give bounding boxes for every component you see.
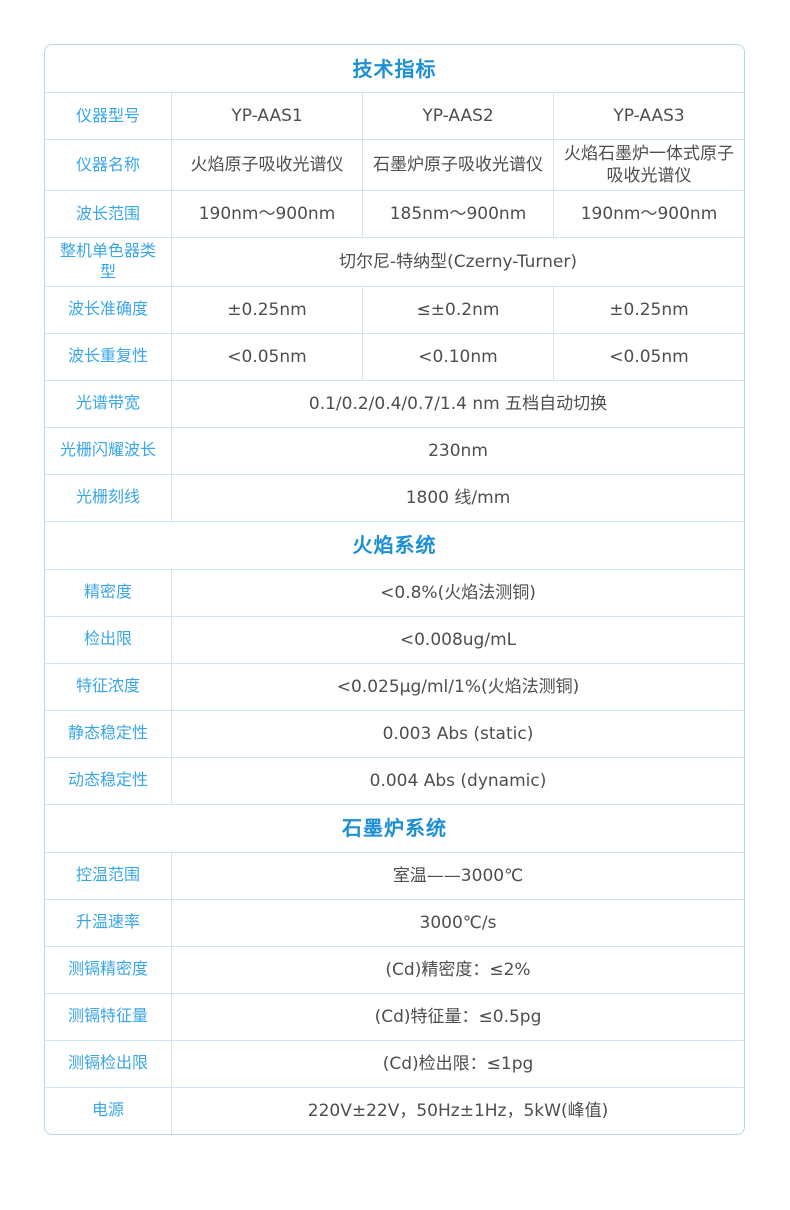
table-row: 仪器名称 火焰原子吸收光谱仪 石墨炉原子吸收光谱仪 火焰石墨炉一体式原子吸收光谱… [45,139,744,191]
row-value: 火焰石墨炉一体式原子吸收光谱仪 [553,140,744,191]
row-label: 光栅闪耀波长 [59,440,156,460]
table-row: 动态稳定性 0.004 Abs (dynamic) [45,756,744,804]
row-value: <0.008ug/mL [171,616,744,663]
table-row: 特征浓度 <0.025μg/ml/1%(火焰法测铜) [45,662,744,710]
row-value: 切尔尼-特纳型(Czerny-Turner) [171,238,744,286]
row-label: 整机单色器类型 [59,241,156,281]
row-label: 控温范围 [75,865,140,885]
table-row: 波长准确度 ±0.25nm ≤±0.2nm ±0.25nm [45,285,744,333]
table-row: 波长重复性 <0.05nm <0.10nm <0.05nm [45,332,744,380]
table-row: 静态稳定性 0.003 Abs (static) [45,709,744,757]
row-value: ±0.25nm [171,286,362,333]
row-label: 光栅刻线 [75,487,140,507]
row-label: 波长重复性 [67,346,148,366]
row-value: 190nm～900nm [171,191,362,238]
table-row: 波长范围 190nm～900nm 185nm～900nm 190nm～900nm [45,190,744,238]
row-label: 仪器名称 [75,154,140,174]
row-value: 0.1/0.2/0.4/0.7/1.4 nm 五档自动切换 [171,380,744,427]
table-row: 光谱带宽 0.1/0.2/0.4/0.7/1.4 nm 五档自动切换 [45,379,744,427]
page-title: 技术指标 [352,56,437,81]
table-row: 光栅刻线 1800 线/mm [45,473,744,521]
row-value: 1800 线/mm [171,474,744,521]
spec-table: 技术指标 仪器型号 YP-AAS1 YP-AAS2 YP-AAS3 仪器名称 火… [44,44,745,1135]
row-value: 室温——3000℃ [171,852,744,899]
row-value: (Cd)特征量：≤0.5pg [171,993,744,1040]
row-value: ±0.25nm [553,286,744,333]
row-value: 220V±22V，50Hz±1Hz，5kW(峰值) [171,1087,744,1134]
row-label: 波长准确度 [67,299,148,319]
table-row: 测镉精密度 (Cd)精密度：≤2% [45,945,744,993]
table-row: 整机单色器类型 切尔尼-特纳型(Czerny-Turner) [45,237,744,286]
row-label: 升温速率 [75,912,140,932]
table-row: 仪器型号 YP-AAS1 YP-AAS2 YP-AAS3 [45,92,744,139]
table-row: 测镉检出限 (Cd)检出限：≤1pg [45,1039,744,1087]
row-value: 190nm～900nm [553,191,744,238]
row-value: YP-AAS2 [362,93,553,139]
row-value: <0.05nm [553,333,744,380]
row-label: 仪器型号 [75,105,140,125]
row-label: 测镉精密度 [67,959,148,979]
row-value: 3000℃/s [171,899,744,946]
row-label: 检出限 [83,629,132,649]
section-header-row: 火焰系统 [45,520,744,569]
table-row: 升温速率 3000℃/s [45,898,744,946]
table-row: 精密度 <0.8%(火焰法测铜) [45,568,744,616]
row-value: 0.004 Abs (dynamic) [171,757,744,804]
row-value: <0.05nm [171,333,362,380]
row-value: 185nm～900nm [362,191,553,238]
row-label: 特征浓度 [75,676,140,696]
table-row: 控温范围 室温——3000℃ [45,851,744,899]
row-label: 精密度 [83,582,132,602]
table-row: 测镉特征量 (Cd)特征量：≤0.5pg [45,992,744,1040]
table-header-row: 技术指标 [45,45,744,92]
row-value: ≤±0.2nm [362,286,553,333]
row-value: YP-AAS1 [171,93,362,139]
section-title-flame: 火焰系统 [352,533,437,558]
table-row: 光栅闪耀波长 230nm [45,426,744,474]
section-header-row: 石墨炉系统 [45,803,744,852]
row-label: 测镉特征量 [67,1006,148,1026]
row-label: 静态稳定性 [67,723,148,743]
row-label: 波长范围 [75,203,140,223]
row-value: <0.8%(火焰法测铜) [171,569,744,616]
row-value: <0.025μg/ml/1%(火焰法测铜) [171,663,744,710]
row-label: 动态稳定性 [67,770,148,790]
row-value: 0.003 Abs (static) [171,710,744,757]
row-value: (Cd)检出限：≤1pg [171,1040,744,1087]
row-value: 230nm [171,427,744,474]
table-row: 电源 220V±22V，50Hz±1Hz，5kW(峰值) [45,1086,744,1134]
section-title-furnace: 石墨炉系统 [342,816,447,841]
row-label: 光谱带宽 [75,393,140,413]
row-label: 测镉检出限 [67,1053,148,1073]
row-value: 火焰原子吸收光谱仪 [171,140,362,191]
row-value: (Cd)精密度：≤2% [171,946,744,993]
table-row: 检出限 <0.008ug/mL [45,615,744,663]
row-label: 电源 [91,1100,124,1120]
row-value: 石墨炉原子吸收光谱仪 [362,140,553,191]
row-value: <0.10nm [362,333,553,380]
row-value: YP-AAS3 [553,93,744,139]
